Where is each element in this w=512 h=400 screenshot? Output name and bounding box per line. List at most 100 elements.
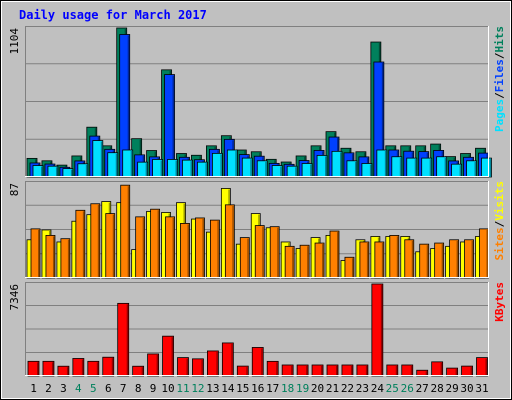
bar-shade <box>474 161 477 177</box>
legend-panel-3: KBytes <box>493 282 506 322</box>
bar-shade <box>235 151 237 177</box>
bar-shade <box>38 229 40 278</box>
legend-visits: Visits <box>493 181 506 221</box>
x-tick-24: 24 <box>371 382 385 395</box>
bar-shade <box>96 362 99 376</box>
x-tick-14: 14 <box>221 382 235 395</box>
x-tick-23: 23 <box>356 382 369 395</box>
panel-2: 87 Sites/Visits <box>8 181 506 279</box>
bar-shade <box>217 221 219 278</box>
x-tick-26: 26 <box>401 382 414 395</box>
legend-sites: Sites <box>493 227 506 260</box>
bar-shade <box>366 242 369 278</box>
bar-shade <box>292 247 294 278</box>
x-tick-9: 9 <box>150 382 157 395</box>
bar-shade <box>455 369 458 376</box>
bar-shade <box>425 371 428 376</box>
bar-shade <box>414 159 417 177</box>
bar-shade <box>321 365 323 376</box>
bar-shade <box>322 244 324 278</box>
bar-shade <box>365 365 368 376</box>
bar-shade <box>175 160 178 177</box>
bar-shade <box>337 232 339 278</box>
legend-files: Files <box>493 59 506 92</box>
x-tick-19: 19 <box>296 382 309 395</box>
x-tick-3: 3 <box>60 382 67 395</box>
bar-shade <box>190 161 192 177</box>
x-tick-10: 10 <box>161 382 174 395</box>
bar-shade <box>440 362 443 376</box>
legend-kbytes: KBytes <box>493 282 506 322</box>
bar-shade <box>97 204 100 278</box>
bar-shade <box>100 141 103 177</box>
bar-shade <box>380 285 383 376</box>
legend-separator: / <box>493 52 506 59</box>
bar-shade <box>67 239 70 278</box>
bar-shade <box>381 63 384 178</box>
x-tick-28: 28 <box>431 382 444 395</box>
bar-shade <box>410 365 413 376</box>
bar-shade <box>261 348 263 376</box>
x-tick-17: 17 <box>266 382 279 395</box>
bar-shade <box>82 211 85 278</box>
bar-shade <box>265 161 267 177</box>
bar-shade <box>70 169 73 177</box>
bar-shade <box>396 236 399 278</box>
bar-shade <box>130 151 133 177</box>
bar-shade <box>470 367 473 376</box>
bar-shade <box>187 224 189 278</box>
x-tick-13: 13 <box>206 382 219 395</box>
bar-shade <box>444 157 447 177</box>
bar-shade <box>220 154 222 177</box>
y-max-label: 87 <box>8 183 21 196</box>
bar-shade <box>350 365 353 376</box>
x-tick-12: 12 <box>191 382 204 395</box>
x-tick-30: 30 <box>460 382 473 395</box>
bar-shade <box>471 240 474 278</box>
bar-shade <box>310 164 312 177</box>
bar-shade <box>411 240 414 278</box>
legend-panel-2: Sites/Visits <box>493 181 506 261</box>
bar-shade <box>115 153 118 177</box>
bar-shade <box>381 242 384 278</box>
bar-shade <box>52 236 55 278</box>
bar-shade <box>145 163 148 177</box>
bar-shade <box>354 161 357 177</box>
bar-shade <box>157 210 160 278</box>
bar-shade <box>295 167 297 177</box>
x-tick-18: 18 <box>281 382 294 395</box>
x-tick-22: 22 <box>341 382 354 395</box>
bar-shade <box>485 358 487 376</box>
bar-shade <box>325 156 327 177</box>
bar-shade <box>246 367 248 376</box>
x-tick-11: 11 <box>176 382 189 395</box>
bar-shade <box>441 244 444 278</box>
bar-shade <box>277 227 279 278</box>
x-tick-15: 15 <box>236 382 249 395</box>
bar-shade <box>399 157 402 177</box>
x-tick-5: 5 <box>90 382 97 395</box>
y-max-label: 7346 <box>8 284 21 311</box>
bar-shade <box>426 245 429 278</box>
bar-shade <box>369 164 372 177</box>
bar-shade <box>37 362 39 376</box>
bar-shade <box>247 238 249 278</box>
bar-shade <box>291 365 293 376</box>
x-tick-16: 16 <box>251 382 264 395</box>
bar-shade <box>171 337 174 376</box>
x-tick-20: 20 <box>311 382 324 395</box>
x-tick-29: 29 <box>445 382 458 395</box>
legend-hits: Hits <box>493 26 506 53</box>
bar-shade <box>85 164 88 177</box>
y-max-label: 1104 <box>8 28 21 55</box>
bar-shade <box>459 165 462 177</box>
bar-shade <box>160 160 163 177</box>
legend-separator: / <box>493 92 506 99</box>
x-tick-8: 8 <box>135 382 142 395</box>
x-tick-4: 4 <box>75 382 82 395</box>
x-tick-27: 27 <box>416 382 429 395</box>
bar-shade <box>250 159 252 177</box>
